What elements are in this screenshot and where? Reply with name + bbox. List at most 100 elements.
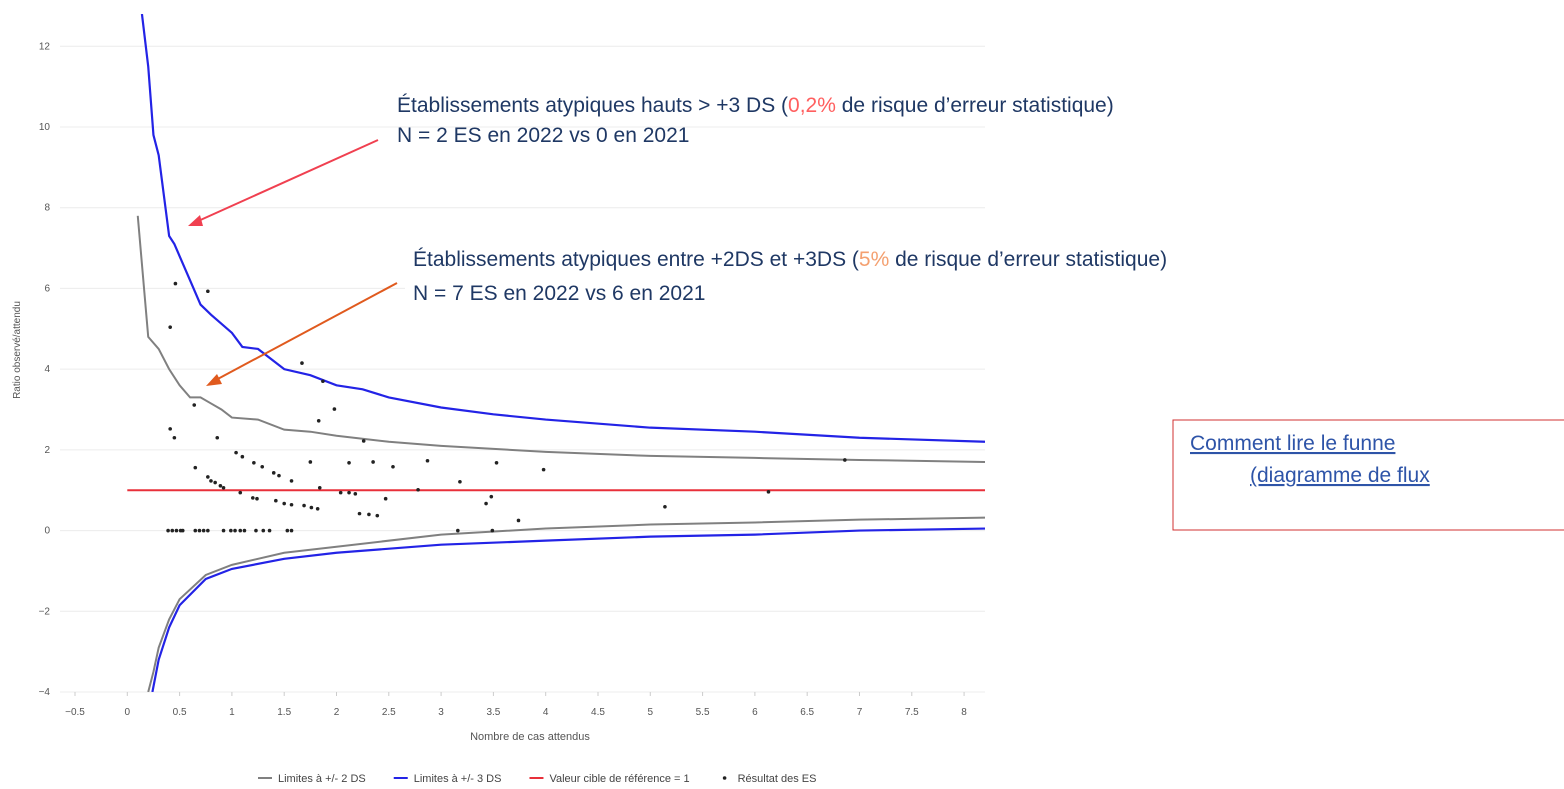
- point: [251, 496, 255, 500]
- arrow: [195, 139, 379, 223]
- lower-limit-line: [147, 516, 985, 692]
- help-box: [1172, 419, 1564, 531]
- arrow-head: [188, 215, 203, 226]
- x-axis-label: Nombre de cas attendus: [470, 731, 590, 743]
- point: [261, 528, 266, 533]
- point: [174, 528, 179, 533]
- plot-area: [127, 14, 985, 692]
- point: [206, 528, 210, 533]
- point: [255, 496, 259, 501]
- x-tick-label: 1.5: [277, 707, 291, 718]
- y-tick-label: 8: [44, 203, 50, 214]
- point: [173, 281, 178, 286]
- point: [338, 490, 343, 495]
- point: [206, 475, 210, 479]
- legend-label: Limites à +/- 3 DS: [414, 773, 502, 785]
- point: [541, 467, 546, 472]
- point: [663, 504, 667, 509]
- help-link[interactable]: (diagramme de flux: [1250, 464, 1430, 487]
- point: [309, 505, 314, 510]
- point: [282, 501, 286, 506]
- point: [285, 528, 290, 533]
- point: [170, 528, 175, 533]
- point: [221, 485, 226, 490]
- y-tick-label: −4: [39, 687, 51, 698]
- point: [416, 488, 420, 492]
- point: [371, 460, 375, 464]
- point: [367, 512, 371, 517]
- legend-swatch: [722, 776, 727, 780]
- point: [233, 528, 237, 533]
- point: [357, 511, 362, 516]
- point: [289, 479, 294, 483]
- point: [484, 501, 488, 506]
- legend: Limites à +/- 2 DS Limites à +/- 3 DS Vale…: [258, 773, 816, 785]
- point: [168, 325, 172, 329]
- x-tick-label: 3.5: [486, 707, 500, 718]
- point: [766, 490, 771, 494]
- point: [201, 528, 206, 533]
- x-tick-label: 4.5: [591, 707, 605, 718]
- point: [260, 465, 265, 469]
- point: [229, 528, 233, 533]
- y-tick-label: 6: [44, 283, 50, 294]
- point: [843, 458, 847, 462]
- point: [391, 465, 395, 469]
- annotation: Établissements atypiques entre +2DS et +…: [413, 248, 1167, 271]
- x-tick-label: 5.5: [696, 707, 710, 718]
- point: [213, 480, 217, 485]
- help-link[interactable]: Comment lire le funne: [1190, 432, 1395, 455]
- x-tick-label: 7.5: [905, 707, 919, 718]
- upper-limit-line: [136, 215, 985, 463]
- annotation: N = 2 ES en 2022 vs 0 en 2021: [397, 124, 689, 147]
- x-tick-label: 0.5: [173, 707, 187, 718]
- y-axis-label: Ratio observé/attendu: [12, 301, 23, 399]
- point: [267, 528, 272, 533]
- x-tick-label: 5: [648, 707, 654, 718]
- point: [238, 490, 243, 495]
- point: [489, 494, 494, 499]
- x-tick-label: 4: [543, 707, 549, 718]
- point: [209, 479, 213, 483]
- point: [347, 490, 351, 495]
- x-tick-label: −0.5: [65, 707, 85, 718]
- point: [308, 460, 313, 464]
- point: [456, 528, 460, 533]
- point: [425, 458, 430, 463]
- lower-limit-line: [151, 527, 985, 692]
- annotation-background: [405, 240, 1564, 318]
- point: [347, 460, 351, 465]
- point: [172, 435, 177, 440]
- point: [166, 528, 170, 533]
- y-tick-label: −2: [39, 606, 51, 617]
- point: [383, 496, 388, 501]
- point: [254, 528, 258, 533]
- x-tick-label: 1: [229, 707, 235, 718]
- y-tick-label: 4: [44, 364, 50, 375]
- point: [193, 465, 198, 470]
- point: [240, 454, 245, 459]
- annotation: N = 7 ES en 2022 vs 6 en 2021: [413, 282, 705, 305]
- point: [375, 513, 380, 518]
- point: [494, 460, 499, 465]
- point: [242, 528, 247, 533]
- point: [192, 403, 197, 407]
- y-tick-label: 10: [39, 122, 51, 133]
- point: [277, 473, 281, 478]
- point: [271, 471, 276, 475]
- x-tick-label: 2.5: [382, 707, 396, 718]
- point: [289, 528, 294, 533]
- x-tick-label: 2: [334, 707, 340, 718]
- x-tick-label: 8: [961, 707, 967, 718]
- point: [490, 528, 495, 533]
- x-tick-label: 6: [752, 707, 758, 718]
- point: [234, 450, 238, 455]
- point: [238, 528, 243, 533]
- point: [289, 502, 294, 507]
- point: [516, 518, 521, 523]
- upper-limit-line: [140, 14, 985, 443]
- point: [215, 435, 220, 440]
- point: [302, 503, 306, 508]
- x-tick-label: 0: [125, 707, 131, 718]
